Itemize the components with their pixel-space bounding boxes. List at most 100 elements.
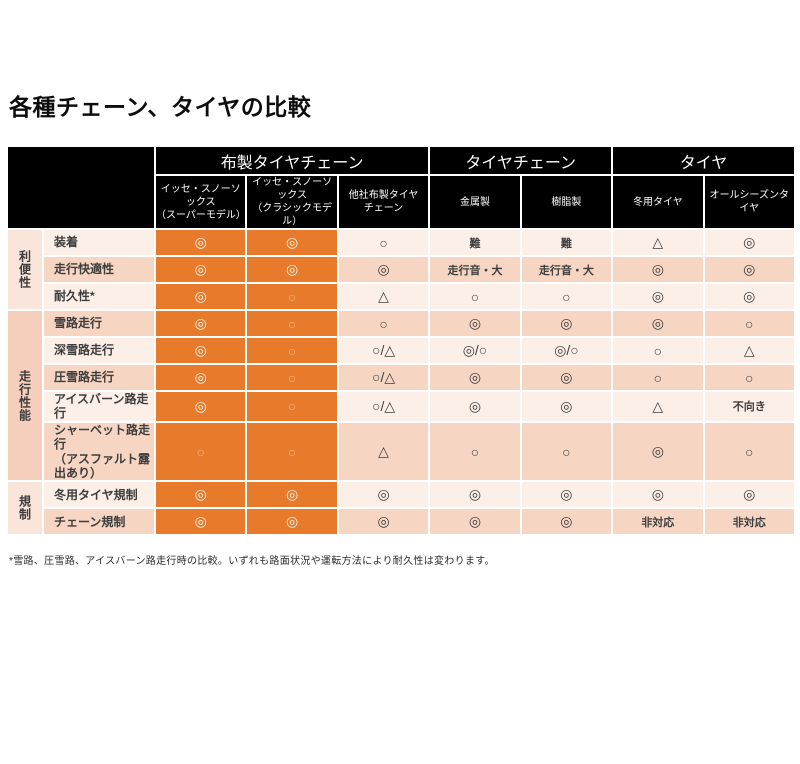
table-cell: ◎ — [338, 509, 429, 535]
table-cell: △ — [338, 422, 429, 481]
column-header: イッセ・スノーソックス （スーパーモデル） — [156, 176, 246, 228]
footnote: *雪路、圧雪路、アイスバーン路走行時の比較。いずれも路面状況や運転方法により耐久… — [9, 556, 495, 568]
row-label: 走行快適性 — [44, 257, 154, 282]
table-cell: ○ — [430, 422, 520, 481]
table-row: 耐久性* ◎ ○ △ ○ ○ ◎ ◎ — [8, 284, 794, 309]
table-row: 圧雪路走行 ◎ ○ ○/△ ◎ ◎ ○ ○ — [8, 365, 794, 390]
table-cell: ◎ — [156, 338, 246, 363]
comparison-table: 布製タイヤチェーン タイヤチェーン タイヤ イッセ・スノーソックス （スーパーモデル）… — [6, 145, 796, 536]
table-cell: ◎/○ — [521, 338, 612, 363]
row-label: 耐久性* — [44, 284, 154, 309]
table-cell: 不向き — [704, 392, 794, 421]
table-cell: △ — [338, 284, 429, 309]
table-cell: ◎ — [156, 392, 246, 421]
row-label: チェーン規制 — [44, 509, 154, 535]
table-row: シャーベット路走行 （アスファルト露出あり） ○ ○ △ ○ ○ ◎ ○ — [8, 422, 794, 481]
table-cell: ◎ — [430, 392, 520, 421]
table-cell: 非対応 — [704, 509, 794, 535]
table-cell: ◎ — [247, 230, 337, 255]
row-label: 圧雪路走行 — [44, 365, 154, 390]
table-cell: △ — [613, 230, 703, 255]
page-title: 各種チェーン、タイヤの比較 — [9, 94, 312, 120]
column-header: オールシーズンタイヤ — [704, 176, 794, 228]
row-label: 冬用タイヤ規制 — [44, 482, 154, 508]
table-cell: ○ — [704, 311, 794, 336]
row-label: 雪路走行 — [44, 311, 154, 336]
table-cell: ○ — [430, 284, 520, 309]
table-cell: ◎ — [247, 509, 337, 535]
table-cell: ◎ — [156, 509, 246, 535]
table-cell: ○ — [247, 338, 337, 363]
table-cell: ◎ — [156, 284, 246, 309]
table-cell: ◎/○ — [430, 338, 520, 363]
table-cell: ◎ — [430, 365, 520, 390]
table-cell: ◎ — [613, 422, 703, 481]
table-cell: ◎ — [704, 482, 794, 508]
table-cell: ◎ — [521, 365, 612, 390]
table-cell: ◎ — [521, 392, 612, 421]
table-cell: ○ — [338, 311, 429, 336]
table-cell: ○ — [247, 365, 337, 390]
row-label: シャーベット路走行 （アスファルト露出あり） — [44, 422, 154, 481]
table-cell: ◎ — [430, 509, 520, 535]
table-cell: ○ — [704, 422, 794, 481]
table-cell: ◎ — [156, 311, 246, 336]
column-header: 樹脂製 — [521, 176, 612, 228]
table-cell: ◎ — [247, 257, 337, 282]
table-cell: ○ — [247, 284, 337, 309]
table-cell: 難 — [430, 230, 520, 255]
table-cell: ◎ — [156, 365, 246, 390]
table-cell: ○ — [704, 365, 794, 390]
table-cell: ◎ — [704, 257, 794, 282]
row-group-label: 規制 — [8, 482, 42, 535]
table-row: 利便性 装着 ◎ ◎ ○ 難難 △ ◎ — [8, 230, 794, 309]
table-cell: △ — [613, 392, 703, 421]
table-row: 深雪路走行 ◎ ○ ○/△ ◎/○ ◎/○ ○ △ — [8, 338, 794, 363]
table-row: 規制 冬用タイヤ規制 ◎ ◎ ◎ ◎ ◎ ◎ ◎ — [8, 482, 794, 535]
row-label: アイスバーン路走行 — [44, 392, 154, 421]
table-cell: ◎ — [613, 482, 703, 508]
row-label: 深雪路走行 — [44, 338, 154, 363]
table-cell: ◎ — [338, 482, 429, 508]
table-cell: △ — [704, 338, 794, 363]
table-cell: ○ — [156, 422, 246, 481]
table-cell: 走行音・大 — [430, 257, 520, 282]
table-cell: ◎ — [613, 284, 703, 309]
column-header: 冬用タイヤ — [613, 176, 703, 228]
table-cell: ◎ — [156, 230, 246, 255]
table-cell: ◎ — [430, 482, 520, 508]
table-cell: ○ — [521, 422, 612, 481]
table-cell: ◎ — [247, 482, 337, 508]
table-cell: ○ — [613, 365, 703, 390]
table-cell: 難 — [521, 230, 612, 255]
column-header: イッセ・スノーソックス （クラシックモデル） — [247, 176, 337, 228]
table-cell: ○/△ — [338, 338, 429, 363]
table-cell: ◎ — [704, 230, 794, 255]
row-group-label: 利便性 — [8, 230, 42, 309]
table-corner-header — [8, 147, 154, 228]
table-cell: ◎ — [521, 482, 612, 508]
column-group-header: タイヤ — [613, 147, 794, 174]
table-cell: ◎ — [521, 311, 612, 336]
column-header: 金属製 — [430, 176, 520, 228]
column-group-header: 布製タイヤチェーン — [156, 147, 429, 174]
table-cell: ◎ — [704, 284, 794, 309]
table-cell: ◎ — [156, 482, 246, 508]
table-cell: ○ — [247, 422, 337, 481]
table-header: 布製タイヤチェーン タイヤチェーン タイヤ イッセ・スノーソックス （スーパーモデル）… — [8, 147, 794, 228]
table-cell: ◎ — [613, 257, 703, 282]
table-body: 利便性 装着 ◎ ◎ ○ 難難 △ ◎ 走行快適性 ◎ ◎ ◎ 走行音・大 走行音・大 ◎ ◎ 耐久性* ◎ ○ △ ○… — [8, 230, 794, 535]
row-group-label: 走行性能 — [8, 311, 42, 481]
table-cell: ◎ — [521, 509, 612, 535]
table-cell: ◎ — [156, 257, 246, 282]
table-cell: ◎ — [338, 257, 429, 282]
table-cell: ○ — [247, 311, 337, 336]
table-cell: 非対応 — [613, 509, 703, 535]
table-cell: ○ — [521, 284, 612, 309]
table-cell: ○/△ — [338, 392, 429, 421]
table-cell: ◎ — [430, 311, 520, 336]
table-cell: ◎ — [613, 311, 703, 336]
table-cell: ○ — [338, 230, 429, 255]
table-cell: ○ — [247, 392, 337, 421]
table-cell: 走行音・大 — [521, 257, 612, 282]
